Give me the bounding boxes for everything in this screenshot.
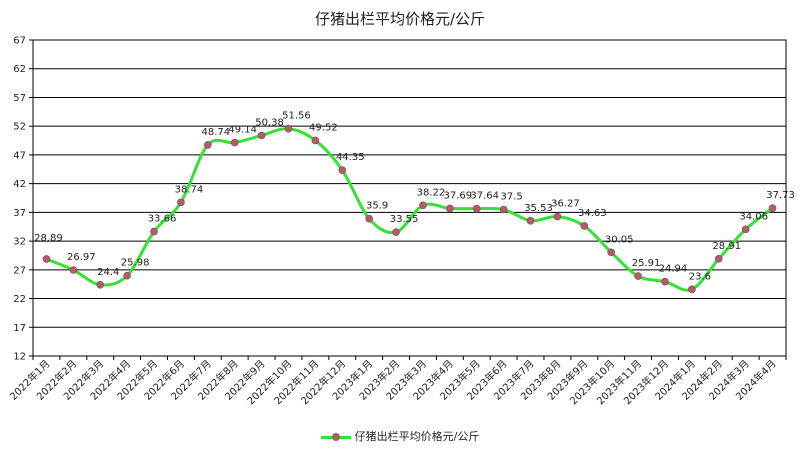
data-point	[768, 204, 777, 212]
y-tick-label: 37	[13, 208, 26, 219]
data-label: 37.73	[766, 190, 795, 201]
y-tick-label: 22	[13, 294, 26, 305]
data-point	[177, 198, 185, 207]
data-label: 38.22	[417, 187, 446, 198]
data-point	[688, 285, 696, 294]
plot-frame	[32, 39, 787, 357]
data-point	[150, 227, 158, 236]
data-label: 23.6	[689, 271, 711, 282]
y-tick-label: 57	[13, 93, 26, 104]
series-line	[45, 127, 774, 292]
legend-label: 仔猪出栏平均价格元/公斤	[354, 430, 480, 443]
data-label: 33.66	[148, 214, 177, 225]
data-label: 34.06	[739, 211, 768, 222]
data-point	[634, 272, 642, 280]
y-tick-label: 12	[13, 352, 26, 363]
data-label: 49.14	[228, 125, 257, 136]
data-point	[661, 277, 669, 286]
y-tick-label: 17	[13, 323, 26, 334]
data-point	[526, 217, 535, 225]
data-label: 25.98	[121, 258, 150, 269]
y-tick-label: 27	[13, 265, 26, 276]
data-label: 26.97	[67, 252, 96, 263]
data-label: 44.35	[336, 152, 365, 163]
legend-swatch	[320, 432, 351, 442]
data-label: 37.69	[444, 190, 473, 201]
data-label: 38.74	[175, 184, 204, 195]
data-label: 28.89	[34, 233, 63, 244]
data-point	[284, 124, 293, 133]
data-point	[365, 214, 373, 223]
data-point	[741, 225, 750, 234]
y-tick-label: 62	[13, 64, 26, 75]
data-point	[607, 248, 615, 257]
data-label: 34.63	[578, 208, 607, 219]
data-label: 36.27	[551, 199, 580, 210]
data-label: 24.94	[659, 264, 688, 275]
y-tick-label: 32	[13, 237, 26, 248]
y-tick-label: 52	[13, 122, 26, 133]
data-point	[96, 280, 105, 289]
data-label: 35.9	[366, 201, 388, 212]
y-tick-label: 47	[13, 150, 26, 161]
data-point	[230, 138, 239, 147]
data-label: 35.53	[524, 203, 553, 214]
data-point	[419, 201, 427, 210]
data-point	[714, 255, 723, 263]
data-label: 25.91	[632, 258, 661, 269]
data-point	[257, 131, 266, 140]
data-point	[123, 271, 131, 280]
data-point	[499, 205, 508, 214]
data-point	[69, 266, 78, 274]
data-label: 28.91	[712, 241, 741, 252]
data-label: 49.52	[309, 122, 338, 133]
data-label: 50.38	[255, 117, 284, 128]
chart-title: 仔猪出栏平均价格元/公斤	[314, 10, 486, 28]
data-point	[580, 222, 589, 230]
data-point	[472, 204, 481, 213]
data-point	[553, 212, 562, 221]
data-point	[42, 255, 51, 263]
data-point	[446, 204, 454, 213]
data-point	[311, 136, 320, 145]
data-label: 37.5	[500, 191, 522, 202]
data-point	[204, 141, 212, 149]
data-point	[392, 228, 400, 236]
y-tick-label: 67	[13, 36, 26, 47]
data-label: 30.05	[605, 234, 634, 245]
data-label: 24.4	[97, 267, 119, 278]
data-label: 37.64	[470, 191, 499, 202]
data-point	[338, 166, 347, 174]
data-label: 48.74	[201, 127, 230, 138]
data-label: 51.56	[282, 111, 311, 122]
data-label: 33.55	[390, 214, 419, 225]
y-tick-label: 42	[13, 179, 26, 190]
legend: 仔猪出栏平均价格元/公斤	[0, 428, 800, 444]
